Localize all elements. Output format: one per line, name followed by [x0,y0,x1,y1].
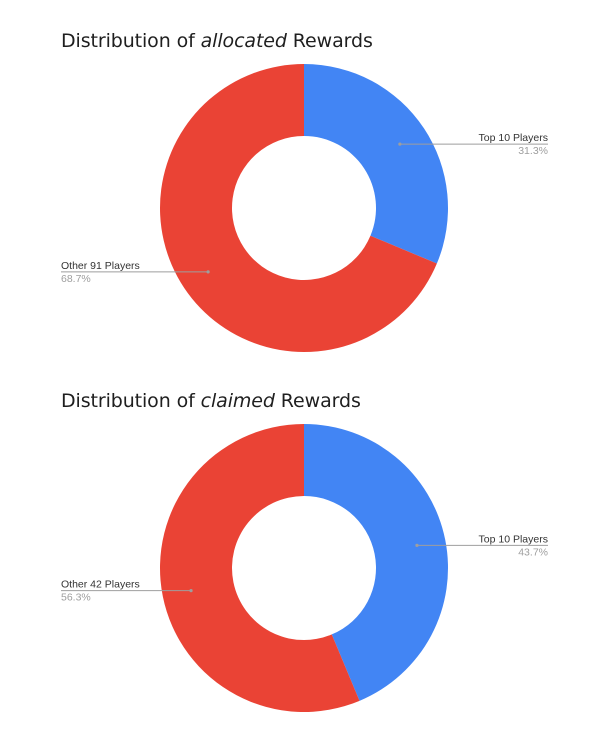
slice-top-10-players[interactable] [304,424,448,701]
slice-label-other-91-players: Other 91 Players [61,260,140,272]
title-suffix: Rewards [286,30,373,52]
slice-label-top-10-players: Top 10 Players [479,533,548,545]
chart-title-claimed: Distribution of claimed Rewards [61,390,361,412]
title-prefix: Distribution of [61,30,201,52]
slice-other-42-players[interactable] [159,424,360,712]
title-emphasis: claimed [200,390,275,412]
chart-title-allocated: Distribution of allocated Rewards [61,30,373,52]
leader-dot-other-91-players [206,270,210,274]
slice-other-91-players[interactable] [160,64,437,352]
title-prefix: Distribution of [61,390,201,412]
slice-value-top-10-players: 43.7% [518,546,548,558]
leader-dot-other-42-players [189,589,193,593]
slice-label-other-42-players: Other 42 Players [61,579,140,591]
title-emphasis: allocated [200,30,287,52]
slice-value-other-42-players: 56.3% [61,592,91,604]
slice-top-10-players[interactable] [304,64,448,264]
slice-label-top-10-players: Top 10 Players [479,132,548,144]
slice-value-top-10-players: 31.3% [518,145,548,157]
title-suffix: Rewards [274,390,361,412]
leader-dot-top-10-players [415,543,419,547]
slice-value-other-91-players: 68.7% [61,273,91,285]
leader-dot-top-10-players [398,142,402,146]
